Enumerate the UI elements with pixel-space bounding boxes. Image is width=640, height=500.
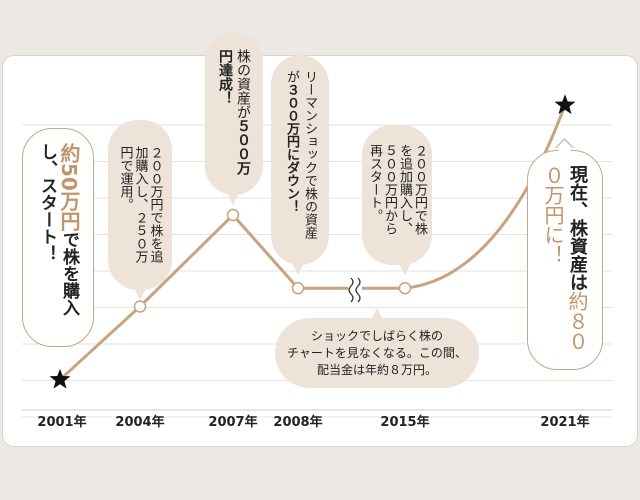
annotation-2008: リーマンショックで株の資産が３００万円にダウン！ <box>271 55 329 265</box>
x-tick-label: 2001年 <box>37 415 87 430</box>
data-point <box>133 300 147 313</box>
annotation-text: リーマンショックで株の資産が <box>284 70 317 239</box>
annotation-text: 現在、株資産は <box>567 165 588 291</box>
annotation-gap: ショックでしばらく株の チャートを見なくなる。この間、 配当金は年約８万円。 <box>275 318 479 388</box>
annotation-text: ２００万円で株を追加購入し、５００万円から再スタート。 <box>367 144 427 235</box>
x-tick-label: 2015年 <box>380 415 430 430</box>
axis-break-icon <box>355 277 361 303</box>
bubble-tail <box>399 263 411 275</box>
x-tick-label: 2007年 <box>208 415 258 430</box>
annotation-accent: 約50万円 <box>57 142 81 231</box>
bubble-tail <box>134 288 146 300</box>
x-tick-label: 2021年 <box>540 415 590 430</box>
annotation-accent: 約８００万円に！ <box>541 165 589 351</box>
annotation-2021: 現在、株資産は約８００万円に！ <box>527 150 603 370</box>
axis-break-icon <box>348 277 354 303</box>
annotation-text: ショックでしばらく株の <box>310 328 443 343</box>
annotation-bold: ５００万円達成！ <box>217 48 251 175</box>
axis-break-bg <box>348 276 362 304</box>
annotation-bold: ３００万円にダウン！ <box>284 83 299 213</box>
annotation-text: 配当金は年約８万円。 <box>316 362 437 377</box>
bubble-tail <box>371 308 383 320</box>
annotation-text: 株の資産が <box>235 48 251 119</box>
annotation-text: で株を購入し、スタート！ <box>37 142 79 316</box>
data-point <box>398 281 412 295</box>
annotation-text: チャートを見なくなる。この間、 <box>287 345 467 360</box>
star-marker <box>49 368 71 389</box>
data-point <box>291 281 305 295</box>
x-tick-label: 2008年 <box>273 415 323 430</box>
data-point <box>226 208 240 222</box>
annotation-2007: 株の資産が５００万円達成！ <box>205 32 263 195</box>
annotation-2001: 約50万円で株を購入し、スタート！ <box>22 128 94 347</box>
annotation-text: ２００万円で株を追加購入し、２５０万円で運用。 <box>117 146 163 263</box>
bubble-tail <box>292 263 304 275</box>
star-marker <box>554 94 576 115</box>
annotation-2004: ２００万円で株を追加購入し、２５０万円で運用。 <box>108 120 172 290</box>
annotation-2015: ２００万円で株を追加購入し、５００万円から再スタート。 <box>362 125 432 265</box>
bubble-tail <box>227 193 239 205</box>
x-tick-label: 2004年 <box>115 415 165 430</box>
